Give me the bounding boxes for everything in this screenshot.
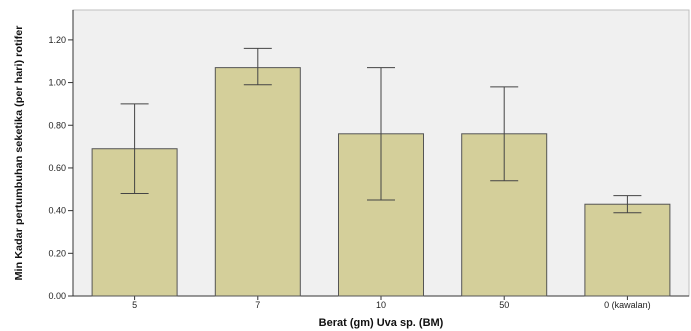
x-axis: 5 7 10 50 0 (kawalan) xyxy=(73,295,689,310)
bar xyxy=(584,203,671,297)
error-bar xyxy=(367,67,395,201)
x-tick-label: 5 xyxy=(132,300,137,310)
y-tick-label: 0.40 xyxy=(48,206,66,216)
y-tick-label: 0.20 xyxy=(48,248,66,258)
y-tick-label: 0.80 xyxy=(48,120,66,130)
error-bar xyxy=(243,47,272,86)
error-bar xyxy=(613,195,642,214)
y-axis: 0.00 0.20 0.40 0.60 0.80 1.00 1.20 xyxy=(48,10,74,301)
x-tick-label: 10 xyxy=(376,300,386,310)
y-tick-label: 0.00 xyxy=(48,291,66,301)
y-tick-label: 1.00 xyxy=(48,78,66,88)
x-tick-label: 7 xyxy=(255,300,260,310)
y-axis-title: Min Kadar pertumbuhan seketika (per hari… xyxy=(14,25,25,280)
bar xyxy=(214,67,301,297)
x-axis-title: Berat (gm) Uva sp. (BM) xyxy=(319,317,444,329)
error-bar xyxy=(120,103,149,195)
error-bar xyxy=(490,86,519,182)
y-tick-label: 1.20 xyxy=(48,35,66,45)
x-tick-label: 50 xyxy=(499,300,509,310)
y-tick-label: 0.60 xyxy=(48,163,66,173)
x-tick-label: 0 (kawalan) xyxy=(604,300,651,310)
bars xyxy=(91,67,671,297)
error-bars xyxy=(120,47,642,214)
